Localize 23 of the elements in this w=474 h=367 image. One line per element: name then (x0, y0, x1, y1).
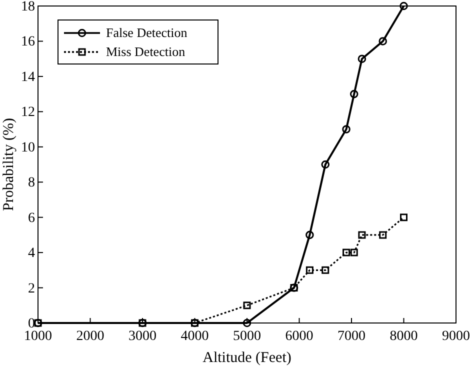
y-tick-label: 16 (21, 34, 35, 50)
x-tick-label: 4000 (180, 329, 209, 344)
y-tick-label: 2 (28, 281, 35, 296)
y-tick-label: 12 (21, 105, 35, 120)
y-tick-label: 18 (21, 0, 35, 14)
x-tick-label: 6000 (285, 329, 314, 344)
x-tick-label: 7000 (338, 329, 366, 344)
legend-label: False Detection (106, 25, 188, 40)
x-tick-label: 8000 (390, 329, 418, 344)
x-tick-label: 1000 (24, 329, 52, 344)
y-tick-label: 6 (28, 210, 35, 226)
y-axis-title: Probability (%) (1, 118, 17, 211)
x-tick-label: 5000 (233, 329, 261, 344)
x-axis-title: Altitude (Feet) (202, 350, 292, 366)
x-tick-label: 2000 (76, 329, 104, 344)
y-tick-label: 0 (28, 316, 35, 332)
legend-label: Miss Detection (106, 44, 186, 59)
y-tick-label: 14 (21, 70, 35, 85)
y-tick-label: 8 (28, 176, 35, 191)
y-tick-label: 10 (21, 140, 35, 156)
x-tick-label: 3000 (128, 329, 156, 344)
x-tick-label: 9000 (442, 329, 470, 344)
y-tick-label: 4 (28, 246, 35, 262)
